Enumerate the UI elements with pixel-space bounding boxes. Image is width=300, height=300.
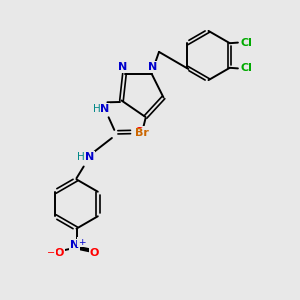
Text: N: N [148,62,158,72]
Text: N: N [118,62,127,72]
Text: N: N [85,152,94,162]
Text: H: H [77,152,85,162]
Text: +: + [78,238,85,247]
Text: O: O [55,248,64,258]
Text: Br: Br [135,128,149,139]
Text: N: N [70,240,79,250]
Text: Cl: Cl [240,38,252,48]
Text: O: O [135,127,144,137]
Text: N: N [100,104,109,114]
Text: H: H [93,104,101,114]
Text: −: − [47,248,56,258]
Text: Cl: Cl [240,63,252,74]
Text: O: O [89,248,99,258]
